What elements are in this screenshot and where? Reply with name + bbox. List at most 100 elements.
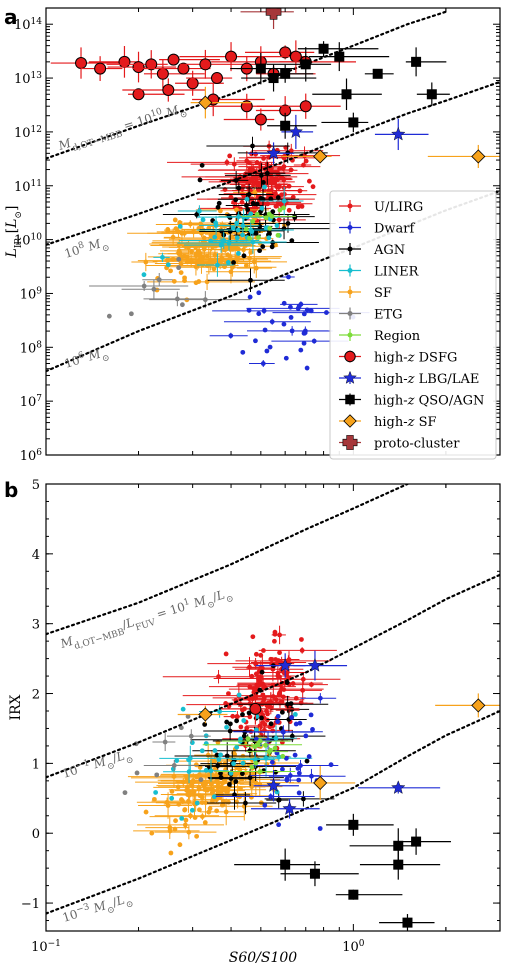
data-point — [246, 307, 252, 313]
data-point — [248, 227, 254, 233]
data-point — [218, 770, 223, 776]
marker-qso — [393, 840, 404, 851]
panel-a-background-points — [89, 136, 370, 371]
legend-label: Region — [374, 329, 421, 344]
data-point — [252, 189, 258, 195]
data-point — [301, 162, 306, 168]
data-point — [218, 242, 224, 248]
data-point — [253, 338, 258, 344]
data-point — [208, 768, 214, 774]
data-point — [268, 188, 274, 193]
data-point — [241, 718, 247, 723]
data-point — [254, 159, 260, 165]
data-point — [141, 283, 147, 289]
data-point — [275, 713, 281, 719]
data-point — [308, 712, 314, 718]
data-point — [189, 807, 195, 813]
marker-lbg — [266, 778, 281, 792]
data-point — [231, 761, 236, 767]
data-point — [262, 802, 268, 808]
data-point — [207, 806, 213, 811]
data-point — [227, 782, 232, 787]
data-point — [261, 685, 266, 690]
data-point — [272, 638, 277, 644]
data-point — [265, 201, 270, 207]
marker-qso — [411, 56, 422, 67]
data-point — [254, 201, 260, 207]
data-point — [267, 225, 273, 231]
data-point — [215, 262, 220, 268]
marker-qso — [300, 59, 311, 70]
marker-qso — [341, 89, 352, 100]
data-point — [192, 815, 198, 820]
data-point — [243, 800, 248, 806]
marker-qso — [280, 68, 291, 79]
data-point — [213, 222, 219, 228]
data-point — [193, 253, 199, 259]
data-point — [254, 736, 259, 742]
data-point — [298, 347, 304, 353]
data-point — [169, 795, 175, 801]
data-point — [289, 328, 295, 334]
data-point — [193, 762, 199, 768]
marker-qso — [372, 68, 383, 79]
data-point — [260, 196, 266, 202]
data-point — [230, 225, 236, 231]
data-point — [176, 265, 182, 271]
data-point — [264, 348, 270, 354]
data-point — [202, 722, 208, 727]
data-point — [226, 240, 232, 246]
y-tick-label: 4 — [32, 548, 40, 563]
y-tick-label: 108 — [20, 340, 43, 356]
data-point — [269, 175, 275, 181]
data-point — [186, 757, 191, 763]
marker-dsfg — [299, 100, 312, 113]
data-point — [285, 221, 291, 226]
data-point — [290, 194, 296, 200]
data-point — [266, 235, 272, 241]
data-point — [236, 692, 242, 698]
marker-qso — [280, 120, 291, 131]
data-point — [178, 725, 184, 731]
data-point — [317, 826, 323, 831]
marker-dsfg — [279, 46, 292, 59]
data-point — [227, 153, 233, 159]
data-point — [257, 223, 263, 229]
marker-lbg — [282, 801, 297, 815]
data-point — [306, 178, 312, 184]
data-point — [160, 254, 165, 260]
marker-lbg — [391, 126, 406, 141]
data-point — [199, 814, 205, 819]
marker-qso — [393, 859, 404, 870]
data-point — [281, 198, 287, 204]
marker-qso — [348, 889, 359, 900]
data-point — [156, 277, 162, 283]
data-point — [202, 787, 208, 792]
y-tick-label: −1 — [21, 897, 40, 912]
data-point — [255, 187, 261, 193]
data-point — [292, 752, 298, 758]
data-point — [217, 208, 223, 214]
y-tick-label: 5 — [32, 478, 40, 493]
marker-hsf — [313, 149, 328, 164]
data-point — [317, 695, 323, 701]
data-point — [215, 763, 221, 769]
data-point — [303, 733, 309, 739]
data-point — [169, 788, 175, 794]
data-point — [106, 313, 112, 319]
data-point — [199, 748, 205, 754]
marker-lbg — [307, 658, 323, 672]
data-point — [218, 752, 223, 758]
data-point — [168, 268, 173, 274]
data-point — [196, 249, 202, 255]
data-point — [153, 790, 159, 795]
data-point — [176, 256, 182, 262]
data-point — [280, 753, 286, 759]
data-point — [182, 278, 187, 284]
data-point — [194, 800, 200, 806]
data-point — [226, 691, 231, 697]
data-point — [188, 813, 193, 819]
data-point — [300, 687, 306, 693]
data-point — [211, 794, 217, 800]
